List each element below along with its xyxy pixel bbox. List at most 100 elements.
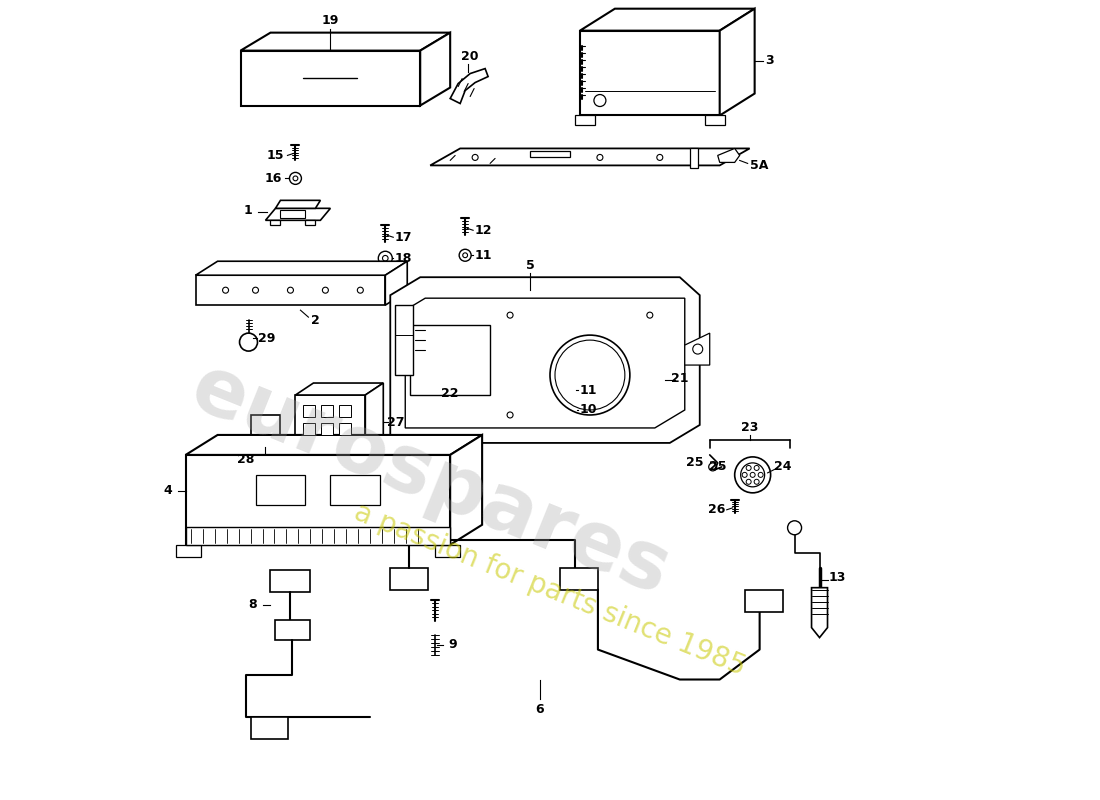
Circle shape: [746, 466, 751, 470]
Text: 25: 25: [710, 460, 726, 474]
Bar: [306, 450, 320, 462]
Text: 21: 21: [671, 371, 689, 385]
Circle shape: [463, 253, 467, 258]
Bar: [186, 526, 450, 545]
Circle shape: [750, 472, 755, 478]
Text: 5: 5: [526, 258, 535, 272]
Bar: [271, 570, 310, 592]
Text: a passion for parts since 1985: a passion for parts since 1985: [350, 498, 750, 682]
Text: 20: 20: [461, 50, 478, 63]
Text: 16: 16: [265, 172, 283, 185]
Bar: [340, 405, 351, 417]
Circle shape: [550, 335, 630, 415]
Text: 24: 24: [773, 460, 791, 474]
Polygon shape: [296, 395, 365, 450]
Bar: [436, 545, 460, 557]
Bar: [255, 475, 306, 505]
Bar: [330, 475, 381, 505]
Text: 19: 19: [321, 14, 339, 27]
Polygon shape: [186, 455, 450, 545]
Circle shape: [740, 463, 764, 487]
Bar: [176, 545, 200, 557]
Polygon shape: [196, 275, 385, 305]
Text: 11: 11: [580, 383, 596, 397]
Bar: [410, 325, 491, 395]
Text: 18: 18: [395, 252, 411, 265]
Polygon shape: [241, 50, 420, 106]
Bar: [690, 149, 697, 169]
Circle shape: [563, 403, 578, 417]
Polygon shape: [385, 262, 407, 305]
Text: 2: 2: [311, 314, 320, 326]
Bar: [395, 305, 414, 375]
Circle shape: [788, 521, 802, 534]
Polygon shape: [186, 435, 482, 455]
Polygon shape: [580, 9, 755, 30]
Text: 6: 6: [536, 703, 544, 716]
Text: 23: 23: [741, 422, 758, 434]
Circle shape: [289, 172, 301, 184]
Polygon shape: [719, 9, 755, 115]
Text: 15: 15: [266, 149, 284, 162]
Bar: [321, 423, 333, 435]
Text: 8: 8: [249, 598, 256, 611]
Polygon shape: [196, 262, 407, 275]
Polygon shape: [365, 383, 383, 450]
Bar: [321, 405, 333, 417]
Circle shape: [293, 176, 298, 181]
Circle shape: [735, 457, 771, 493]
Circle shape: [742, 472, 747, 478]
Polygon shape: [265, 208, 330, 220]
Bar: [390, 568, 428, 590]
Text: 22: 22: [441, 386, 459, 399]
Polygon shape: [251, 415, 280, 445]
Polygon shape: [296, 383, 383, 395]
Bar: [647, 375, 652, 385]
Circle shape: [568, 388, 572, 393]
Bar: [304, 405, 316, 417]
Polygon shape: [580, 30, 719, 115]
Text: 28: 28: [236, 454, 254, 466]
Polygon shape: [685, 333, 710, 365]
Bar: [251, 718, 288, 739]
Text: 10: 10: [580, 403, 596, 417]
Polygon shape: [420, 33, 450, 106]
Bar: [275, 620, 310, 639]
Text: 12: 12: [474, 224, 492, 237]
Circle shape: [755, 466, 759, 470]
Circle shape: [746, 479, 751, 484]
Bar: [304, 423, 316, 435]
Text: 5A: 5A: [750, 159, 769, 172]
Polygon shape: [306, 220, 316, 226]
Circle shape: [755, 479, 759, 484]
Bar: [745, 590, 782, 612]
Polygon shape: [390, 278, 700, 443]
Bar: [705, 115, 725, 126]
Text: 29: 29: [257, 332, 275, 345]
Text: 26: 26: [708, 503, 725, 516]
Polygon shape: [635, 370, 664, 392]
Polygon shape: [450, 69, 488, 103]
Bar: [340, 450, 355, 462]
Bar: [638, 375, 644, 385]
Text: eurospares: eurospares: [179, 348, 681, 611]
Polygon shape: [450, 435, 482, 545]
Text: 17: 17: [395, 230, 412, 244]
Text: 9: 9: [449, 638, 458, 651]
Text: 27: 27: [386, 416, 404, 429]
Polygon shape: [241, 33, 450, 50]
Polygon shape: [405, 298, 685, 428]
Polygon shape: [430, 149, 750, 166]
Text: 11: 11: [474, 249, 492, 262]
Polygon shape: [271, 220, 281, 226]
Polygon shape: [717, 149, 739, 162]
Text: 1: 1: [243, 204, 252, 217]
Circle shape: [568, 407, 573, 413]
Circle shape: [378, 251, 393, 266]
Text: 25: 25: [686, 456, 704, 470]
Circle shape: [564, 384, 576, 396]
Polygon shape: [420, 385, 442, 405]
Text: 3: 3: [766, 54, 774, 67]
Bar: [560, 568, 598, 590]
Polygon shape: [275, 200, 320, 208]
